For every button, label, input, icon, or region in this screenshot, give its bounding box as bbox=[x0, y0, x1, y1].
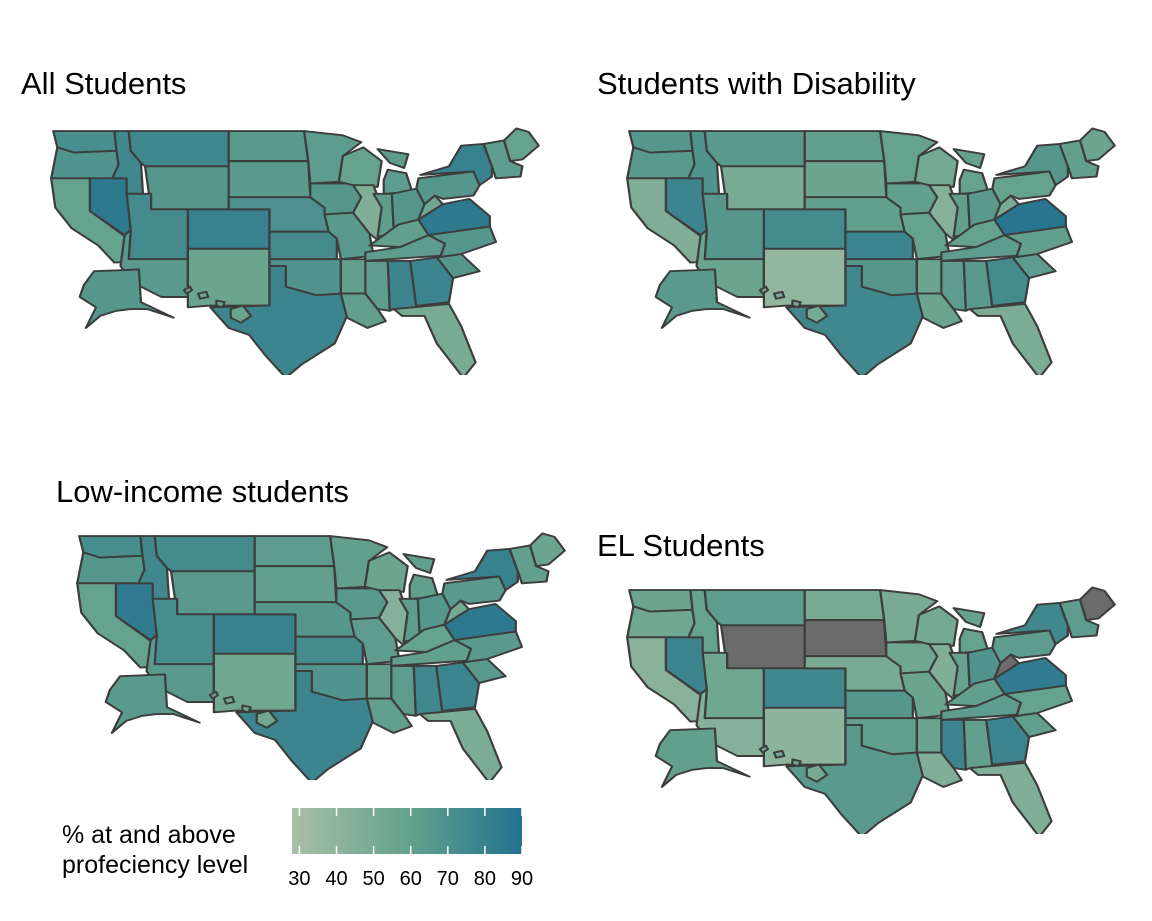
state-nd bbox=[803, 130, 886, 163]
state-co bbox=[186, 208, 271, 250]
state-hi bbox=[208, 690, 279, 729]
state-wi bbox=[913, 146, 959, 188]
state-wy bbox=[169, 570, 256, 616]
state-ak bbox=[654, 268, 751, 329]
state-il bbox=[351, 184, 383, 242]
state-ak bbox=[654, 727, 751, 788]
state-nd bbox=[227, 130, 310, 163]
state-tx bbox=[209, 265, 349, 375]
state-hi bbox=[182, 285, 253, 324]
state-pa bbox=[991, 629, 1057, 665]
state-me bbox=[528, 532, 566, 568]
state-mi bbox=[376, 148, 414, 195]
state-sd bbox=[227, 160, 312, 199]
panel-title-students-with-disability: Students with Disability bbox=[597, 66, 916, 101]
us-map-low-income-students bbox=[76, 532, 566, 780]
legend-color-bar bbox=[292, 808, 523, 854]
state-pa bbox=[415, 170, 481, 206]
state-ms bbox=[390, 664, 417, 717]
state-hi bbox=[758, 285, 829, 324]
state-fl bbox=[392, 302, 477, 375]
us-map-el-students bbox=[626, 586, 1116, 834]
state-or bbox=[76, 551, 146, 585]
state-fl bbox=[968, 302, 1053, 375]
state-wi bbox=[363, 551, 409, 593]
state-or bbox=[626, 146, 696, 180]
state-wy bbox=[719, 624, 806, 670]
state-mt bbox=[127, 130, 230, 168]
state-sd bbox=[253, 565, 338, 604]
state-mt bbox=[703, 130, 806, 168]
state-nc bbox=[453, 630, 524, 664]
state-me bbox=[1078, 586, 1116, 622]
state-ks bbox=[844, 689, 914, 720]
state-il bbox=[927, 184, 959, 242]
legend-tick-label: 70 bbox=[436, 868, 459, 890]
state-tx bbox=[235, 670, 375, 780]
state-co bbox=[212, 613, 297, 655]
state-ks bbox=[268, 230, 338, 261]
legend-title-line-2: profeciency level bbox=[62, 851, 249, 879]
us-map-students-with-disability bbox=[626, 127, 1116, 375]
panel-title-el-students: EL Students bbox=[597, 528, 765, 563]
state-sd bbox=[803, 160, 888, 199]
state-fl bbox=[968, 761, 1053, 834]
state-fl bbox=[418, 707, 503, 780]
state-me bbox=[1078, 127, 1116, 163]
state-ms bbox=[364, 259, 391, 312]
state-ks bbox=[294, 635, 364, 666]
state-mi bbox=[402, 553, 440, 600]
legend-tick-label: 30 bbox=[288, 868, 311, 890]
state-mi bbox=[952, 607, 990, 654]
state-tx bbox=[785, 265, 925, 375]
legend-tick-marks bbox=[298, 808, 523, 854]
state-ks bbox=[844, 230, 914, 261]
state-wi bbox=[913, 605, 959, 647]
state-wi bbox=[337, 146, 383, 188]
legend-title: % at and above profeciency level bbox=[62, 820, 248, 880]
state-me bbox=[502, 127, 540, 163]
legend-gradient-rect bbox=[292, 808, 522, 854]
state-nc bbox=[1003, 684, 1074, 718]
state-sd bbox=[803, 619, 888, 658]
legend-title-line-1: % at and above bbox=[62, 821, 236, 849]
state-nd bbox=[803, 589, 886, 622]
state-il bbox=[377, 589, 409, 647]
state-il bbox=[927, 643, 959, 701]
state-ms bbox=[940, 718, 967, 771]
state-ak bbox=[78, 268, 175, 329]
legend-tick-label: 50 bbox=[362, 868, 385, 890]
state-or bbox=[626, 605, 696, 639]
legend-tick-label: 60 bbox=[399, 868, 422, 890]
state-co bbox=[762, 208, 847, 250]
legend-tick-label: 80 bbox=[473, 868, 497, 890]
state-nc bbox=[1003, 225, 1074, 259]
state-pa bbox=[991, 170, 1057, 206]
state-tx bbox=[785, 724, 925, 834]
state-or bbox=[50, 146, 120, 180]
state-mt bbox=[153, 535, 256, 573]
state-hi bbox=[758, 744, 829, 783]
state-wy bbox=[719, 165, 806, 211]
legend-tick-label: 40 bbox=[325, 868, 348, 890]
state-ak bbox=[104, 673, 201, 734]
state-co bbox=[762, 667, 847, 709]
state-ms bbox=[940, 259, 967, 312]
panel-title-low-income-students: Low-income students bbox=[56, 474, 349, 509]
panel-title-all-students: All Students bbox=[21, 66, 187, 101]
state-mi bbox=[952, 148, 990, 195]
state-pa bbox=[441, 575, 507, 611]
state-mt bbox=[703, 589, 806, 627]
state-wy bbox=[143, 165, 230, 211]
legend-tick-label: 90 bbox=[510, 868, 534, 890]
us-map-all-students bbox=[50, 127, 540, 375]
state-nc bbox=[427, 225, 498, 259]
state-nd bbox=[253, 535, 336, 568]
